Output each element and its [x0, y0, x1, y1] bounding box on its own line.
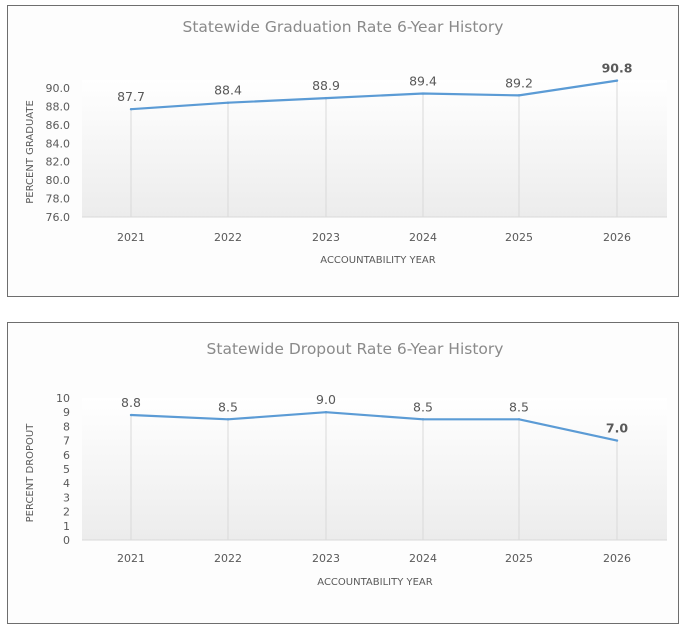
x-tick-label: 2026: [603, 552, 631, 565]
x-tick-label: 2025: [505, 552, 533, 565]
y-tick-label: 88.0: [46, 100, 71, 113]
x-axis-label: ACCOUNTABILITY YEAR: [317, 577, 432, 588]
data-point: [324, 411, 328, 414]
dropout-rate-chart: Statewide Dropout Rate 6-Year History AC…: [25, 340, 667, 588]
y-tick-label: 10: [56, 392, 70, 405]
x-tick-label: 2025: [505, 231, 533, 244]
y-tick-label: 90.0: [46, 82, 71, 95]
y-tick-label: 9: [63, 406, 70, 419]
x-tick-label: 2021: [117, 231, 145, 244]
data-label: 8.5: [218, 399, 238, 414]
y-tick-label: 4: [63, 477, 70, 490]
chart-title: Statewide Graduation Rate 6-Year History: [183, 18, 504, 36]
y-axis-label: PERCENT DROPOUT: [25, 423, 36, 523]
graduation-rate-chart: Statewide Graduation Rate 6-Year History…: [25, 18, 667, 266]
data-label: 9.0: [316, 392, 336, 407]
data-point: [129, 413, 133, 417]
x-axis-label: ACCOUNTABILITY YEAR: [320, 255, 435, 266]
data-point: [615, 79, 619, 82]
data-label: 7.0: [606, 421, 628, 436]
y-tick-label: 2: [63, 506, 70, 519]
y-tick-label: 5: [63, 463, 70, 476]
data-label: 90.8: [602, 61, 633, 76]
data-point: [615, 439, 619, 442]
series-line: [130, 411, 618, 442]
x-tick-label: 2023: [312, 231, 340, 244]
y-tick-label: 6: [63, 449, 70, 462]
x-tick-label: 2024: [409, 552, 437, 565]
y-axis-label: PERCENT GRADUATE: [25, 100, 36, 204]
data-label: 88.4: [214, 83, 242, 98]
y-tick-label: 3: [63, 491, 70, 504]
data-point: [324, 96, 328, 100]
data-point: [421, 92, 425, 95]
data-label: 8.5: [413, 399, 433, 414]
data-label: 89.2: [505, 75, 533, 90]
y-tick-label: 76.0: [46, 211, 71, 224]
x-tick-label: 2023: [312, 552, 340, 565]
series-line: [130, 79, 618, 111]
y-tick-label: 7: [63, 435, 70, 448]
plot-area: [82, 80, 667, 217]
data-point: [129, 107, 133, 111]
chart-title: Statewide Dropout Rate 6-Year History: [207, 340, 504, 358]
data-label: 88.9: [312, 78, 340, 93]
data-label: 8.5: [509, 399, 529, 414]
data-point: [226, 418, 230, 421]
x-tick-label: 2026: [603, 231, 631, 244]
x-tick-label: 2022: [214, 552, 242, 565]
y-tick-label: 86.0: [46, 119, 71, 132]
y-tick-label: 8: [63, 420, 70, 433]
y-tick-label: 1: [63, 520, 70, 533]
x-tick-label: 2021: [117, 552, 145, 565]
plot-area: [82, 398, 667, 540]
x-tick-label: 2024: [409, 231, 437, 244]
y-tick-label: 80.0: [46, 174, 71, 187]
data-point: [421, 418, 425, 421]
y-tick-label: 0: [63, 534, 70, 547]
data-label: 8.8: [121, 395, 141, 410]
y-tick-label: 78.0: [46, 193, 71, 206]
data-label: 89.4: [409, 74, 437, 89]
data-point: [517, 94, 521, 97]
data-point: [517, 418, 521, 421]
data-label: 87.7: [117, 89, 145, 104]
y-tick-label: 82.0: [46, 156, 71, 169]
x-tick-label: 2022: [214, 231, 242, 244]
y-tick-label: 84.0: [46, 137, 71, 150]
data-point: [226, 101, 230, 104]
